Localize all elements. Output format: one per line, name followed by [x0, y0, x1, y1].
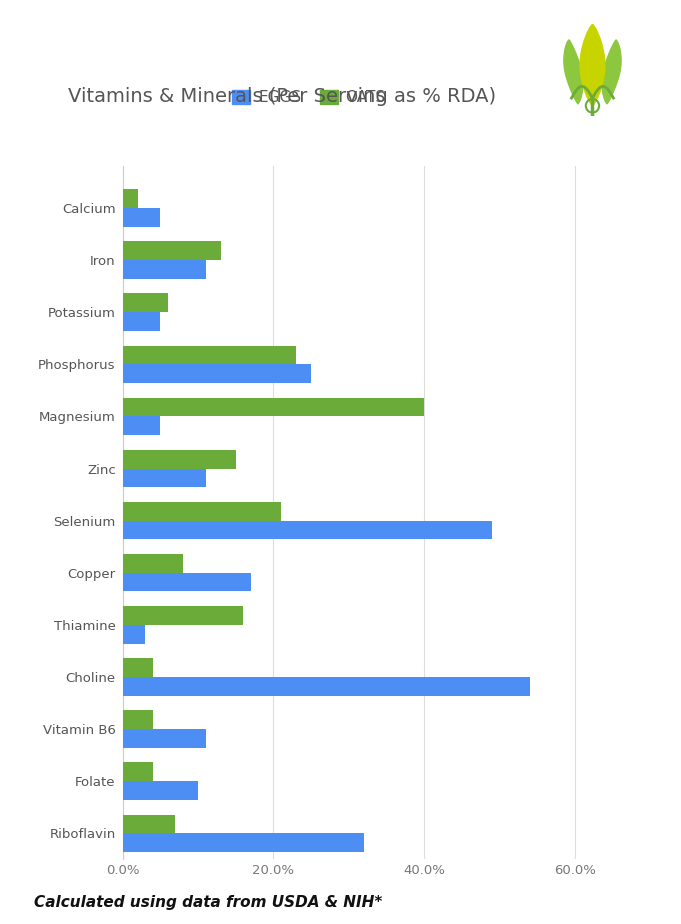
Bar	[123, 261, 206, 279]
Bar	[123, 397, 424, 417]
Bar	[123, 208, 160, 226]
Bar	[123, 346, 296, 364]
Bar	[123, 450, 236, 468]
Bar	[123, 762, 153, 781]
Bar	[123, 554, 183, 573]
Polygon shape	[580, 24, 605, 105]
Bar	[123, 781, 198, 800]
Bar	[123, 815, 176, 833]
Bar	[123, 364, 311, 383]
Bar	[123, 520, 492, 540]
Legend: EGGS, OATS: EGGS, OATS	[226, 84, 392, 111]
Bar	[123, 241, 221, 261]
Bar	[123, 833, 364, 852]
Bar	[123, 625, 145, 644]
Bar	[123, 189, 138, 208]
Bar	[123, 677, 530, 696]
Bar	[123, 658, 153, 677]
Bar	[123, 573, 251, 591]
Text: Vitamins & Minerals (Per Serving as % RDA): Vitamins & Minerals (Per Serving as % RD…	[68, 87, 496, 106]
Bar	[123, 294, 168, 312]
Bar	[123, 417, 160, 435]
Bar	[123, 729, 206, 748]
Bar	[123, 502, 281, 520]
Polygon shape	[602, 40, 621, 103]
Bar	[123, 711, 153, 729]
Text: Calculated using data from USDA & NIH*: Calculated using data from USDA & NIH*	[34, 895, 383, 910]
Bar	[123, 468, 206, 487]
Bar	[123, 312, 160, 331]
Polygon shape	[564, 40, 583, 103]
Bar	[123, 606, 243, 625]
